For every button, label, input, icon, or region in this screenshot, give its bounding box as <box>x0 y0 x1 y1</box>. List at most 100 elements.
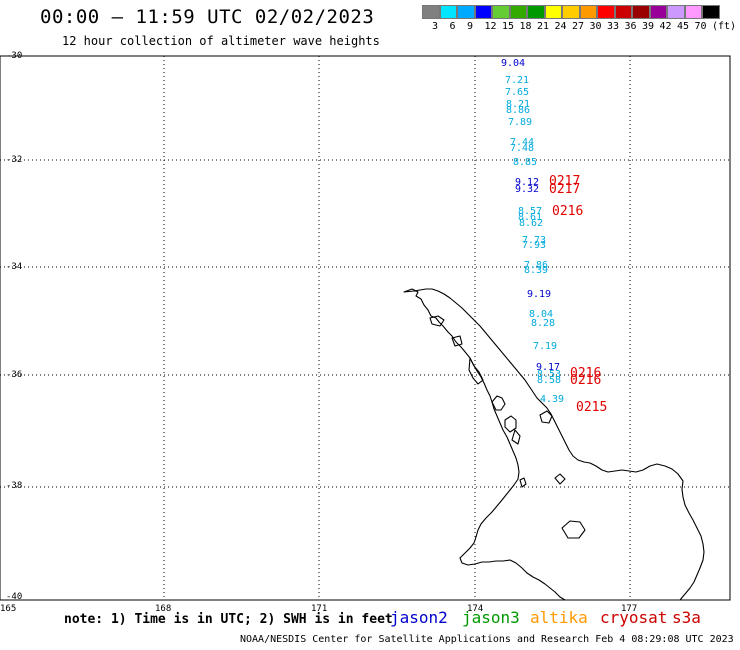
pass-time: 0217 <box>549 174 581 189</box>
harbour-2 <box>491 395 506 411</box>
north-island-coast <box>403 288 705 601</box>
legend-swatch <box>667 5 685 19</box>
swh-value: 8.62 <box>519 218 544 229</box>
swh-value: 7.21 <box>505 75 530 86</box>
bay-1 <box>429 315 445 327</box>
harbour-3 <box>504 415 517 433</box>
swh-value: 8.53 <box>537 369 562 380</box>
legend-label: 15 <box>502 21 515 32</box>
lon-label-168: 168 <box>155 604 172 614</box>
pass-time: 0217 <box>549 182 581 197</box>
pass-time: 0215 <box>576 400 608 415</box>
legend-swatch <box>614 5 632 19</box>
footer-credit: NOAA/NESDIS Center for Satellite Applica… <box>240 634 734 645</box>
legend-label: 30 <box>589 21 602 32</box>
legend-swatch <box>649 5 667 19</box>
island-3 <box>554 473 566 485</box>
legend-label: 42 <box>659 21 672 32</box>
legend-swatch <box>562 5 580 19</box>
lat-label-38: -38 <box>6 481 23 491</box>
legend-label: 3 <box>432 21 439 32</box>
lat-label-36: -36 <box>6 370 23 380</box>
legend-label: 70 <box>694 21 707 32</box>
harbour-1 <box>468 357 484 385</box>
map-frame <box>0 55 731 601</box>
swh-value: 7.86 <box>524 260 549 271</box>
pass-time: 0216 <box>552 204 584 219</box>
lake-taupo <box>561 520 586 539</box>
bay-2 <box>451 335 463 347</box>
legend-swatch <box>632 5 650 19</box>
legend-swatch <box>702 5 720 19</box>
swh-value: 8.28 <box>531 318 556 329</box>
harbour-4 <box>511 429 521 445</box>
swh-value: 7.19 <box>533 341 558 352</box>
swh-value: 4.39 <box>540 394 565 405</box>
island-2 <box>519 477 527 488</box>
swh-value: 7.44 <box>510 137 535 148</box>
map-subtitle: 12 hour collection of altimeter wave hei… <box>62 34 380 48</box>
legend-label: (ft) <box>712 21 737 32</box>
legend-swatch <box>492 5 510 19</box>
swh-value: 8.61 <box>518 212 543 223</box>
legend-label: 9 <box>467 21 474 32</box>
legend-label: 21 <box>537 21 550 32</box>
swh-value: 9.12 <box>515 177 540 188</box>
legend-label: 39 <box>642 21 655 32</box>
swh-value: 9.04 <box>501 58 526 69</box>
legend-label: 18 <box>519 21 532 32</box>
legend-swatch <box>474 5 492 19</box>
legend-swatch <box>439 5 457 19</box>
legend-label: 24 <box>554 21 567 32</box>
legend-label: 36 <box>624 21 637 32</box>
pass-time: 0216 <box>570 373 602 388</box>
island-1 <box>539 410 553 424</box>
legend-label: 33 <box>607 21 620 32</box>
swh-value: 8.21 <box>506 99 531 110</box>
satellite-jason2: jason2 <box>390 608 448 627</box>
swh-value: 8.04 <box>529 309 554 320</box>
color-legend-labels: 3 6 9 12 15 18 21 24 27 30 33 36 39 42 45 70 (ft) <box>422 21 738 35</box>
legend-label: 12 <box>484 21 497 32</box>
new-zealand-coastline <box>403 288 705 601</box>
color-legend-bar <box>422 5 720 19</box>
swh-value: 7.93 <box>522 240 547 251</box>
swh-value: 8.39 <box>524 265 549 276</box>
swh-value: 7.89 <box>508 117 533 128</box>
swh-value: 9.32 <box>515 184 540 195</box>
legend-swatch <box>509 5 527 19</box>
lon-label-171: 171 <box>311 604 328 614</box>
swh-value: 8.58 <box>537 375 562 386</box>
map-title: 00:00 – 11:59 UTC 02/02/2023 <box>40 6 375 28</box>
legend-swatch <box>544 5 562 19</box>
lat-label-34: -34 <box>6 262 23 272</box>
legend-swatch <box>684 5 702 19</box>
legend-swatch <box>579 5 597 19</box>
legend-label: 6 <box>449 21 456 32</box>
swh-value: 8.57 <box>518 206 543 217</box>
lat-label-30: -30 <box>6 51 23 61</box>
legend-swatch <box>527 5 545 19</box>
swh-value: 7.73 <box>522 235 547 246</box>
satellite-altika: altika <box>530 608 588 627</box>
lon-label-165: 165 <box>0 604 17 614</box>
swh-value: 7.48 <box>510 143 535 154</box>
legend-label: 27 <box>572 21 585 32</box>
lon-label-177: 177 <box>621 604 638 614</box>
satellite-jason3: jason3 <box>462 608 520 627</box>
swh-value: 8.85 <box>513 157 538 168</box>
legend-swatch <box>457 5 475 19</box>
lon-label-174: 174 <box>467 604 484 614</box>
swh-value: 9.19 <box>527 289 552 300</box>
legend-swatch <box>422 5 440 19</box>
pass-time: 0216 <box>570 366 602 381</box>
lat-label-32: -32 <box>6 155 23 165</box>
satellite-cryosat: cryosat <box>600 608 668 627</box>
swh-value: 9.17 <box>536 362 561 373</box>
swh-value: 7.65 <box>505 87 530 98</box>
units-note: note: 1) Time is in UTC; 2) SWH is in fe… <box>64 612 393 627</box>
legend-label: 45 <box>677 21 690 32</box>
graticule <box>0 56 730 600</box>
satellite-s3a: s3a <box>672 608 701 627</box>
